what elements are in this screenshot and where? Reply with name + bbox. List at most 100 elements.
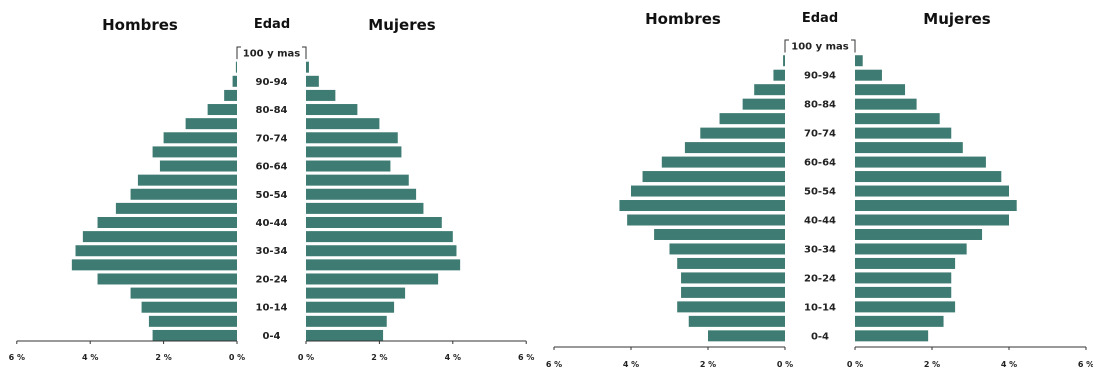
bar-hombres-80-84 bbox=[207, 104, 237, 116]
bar-hombres-35-39 bbox=[654, 228, 785, 240]
bar-mujeres-75-79 bbox=[306, 118, 380, 130]
bar-mujeres-90-94 bbox=[306, 75, 319, 87]
bar-mujeres-15-19 bbox=[306, 287, 406, 299]
bar-mujeres-70-74 bbox=[306, 132, 398, 144]
age-label: 40-44 bbox=[256, 218, 288, 229]
age-label: 30-34 bbox=[256, 246, 288, 257]
bar-hombres-15-19 bbox=[130, 287, 237, 299]
bar-mujeres-65-69 bbox=[306, 146, 402, 158]
age-label: 90-94 bbox=[804, 71, 836, 82]
x-tick-label: 0 % bbox=[229, 353, 245, 362]
bar-hombres-20-24 bbox=[97, 273, 237, 285]
bar-mujeres-0-4 bbox=[855, 330, 929, 342]
x-tick-label: 4 % bbox=[1001, 360, 1017, 369]
age-label: 60-64 bbox=[256, 162, 288, 173]
label-bracket-right bbox=[302, 46, 307, 60]
label-bracket-left bbox=[236, 46, 241, 60]
bar-mujeres-20-24 bbox=[306, 273, 439, 285]
bar-mujeres-95-99 bbox=[855, 55, 863, 67]
bar-hombres-80-84 bbox=[742, 98, 785, 110]
bar-mujeres-45-49 bbox=[855, 200, 1017, 212]
x-tick-label: 6 % bbox=[1078, 360, 1093, 369]
label-bracket-left bbox=[784, 39, 789, 53]
bar-hombres-5-9 bbox=[148, 315, 237, 327]
age-label: 50-54 bbox=[256, 190, 288, 201]
age-label: 80-84 bbox=[804, 100, 836, 111]
bar-hombres-70-74 bbox=[700, 127, 785, 139]
age-label: 50-54 bbox=[804, 187, 836, 198]
bar-hombres-90-94 bbox=[773, 69, 785, 81]
bar-mujeres-60-64 bbox=[855, 156, 986, 168]
age-label: 20-24 bbox=[256, 274, 288, 285]
bar-hombres-55-59 bbox=[642, 171, 785, 183]
bar-hombres-65-69 bbox=[684, 142, 785, 154]
bar-mujeres-5-9 bbox=[306, 315, 387, 327]
bar-hombres-70-74 bbox=[163, 132, 237, 144]
title-edad: Edad bbox=[254, 17, 290, 32]
bar-hombres-65-69 bbox=[152, 146, 237, 158]
bar-mujeres-5-9 bbox=[855, 315, 944, 327]
bar-mujeres-85-89 bbox=[306, 89, 336, 101]
bar-hombres-25-29 bbox=[677, 257, 785, 269]
bar-mujeres-30-34 bbox=[306, 245, 457, 257]
bar-mujeres-65-69 bbox=[855, 142, 963, 154]
bar-mujeres-50-54 bbox=[306, 188, 417, 200]
bar-hombres-75-79 bbox=[719, 113, 785, 125]
age-label: 10-14 bbox=[256, 303, 288, 314]
age-label: 30-34 bbox=[804, 244, 836, 255]
bar-hombres-85-89 bbox=[754, 84, 785, 96]
bar-hombres-60-64 bbox=[661, 156, 785, 168]
bar-hombres-40-44 bbox=[627, 214, 785, 226]
title-edad: Edad bbox=[802, 11, 838, 26]
x-tick-label: 4 % bbox=[623, 360, 639, 369]
label-bracket-right bbox=[851, 39, 856, 53]
bar-hombres-0-4 bbox=[708, 330, 785, 342]
x-tick-label: 0 % bbox=[847, 360, 863, 369]
title-mujeres: Mujeres bbox=[368, 16, 435, 34]
pyramid-1: Hombres Edad Mujeres 0-4 10-14 20-24 30-34 40-4… bbox=[9, 16, 535, 362]
bar-hombres-95-99 bbox=[783, 55, 785, 67]
age-label: 10-14 bbox=[804, 302, 836, 313]
bar-hombres-20-24 bbox=[681, 272, 785, 284]
bar-hombres-30-34 bbox=[75, 245, 238, 257]
bar-mujeres-15-19 bbox=[855, 286, 952, 298]
bar-hombres-45-49 bbox=[115, 202, 237, 214]
x-tick-label: 2 % bbox=[371, 353, 387, 362]
bar-mujeres-80-84 bbox=[855, 98, 917, 110]
title-hombres: Hombres bbox=[102, 16, 178, 34]
x-tick-label: 2 % bbox=[155, 353, 171, 362]
bar-mujeres-90-94 bbox=[855, 69, 882, 81]
bar-hombres-10-14 bbox=[141, 301, 237, 313]
x-tick-label: 4 % bbox=[445, 353, 461, 362]
bar-mujeres-25-29 bbox=[306, 259, 461, 271]
bar-hombres-60-64 bbox=[159, 160, 237, 172]
x-tick-label: 2 % bbox=[924, 360, 940, 369]
bar-mujeres-10-14 bbox=[306, 301, 395, 313]
x-tick-label: 4 % bbox=[82, 353, 98, 362]
age-label: 80-84 bbox=[256, 105, 288, 116]
age-label: 70-74 bbox=[804, 129, 836, 140]
bar-mujeres-70-74 bbox=[855, 127, 952, 139]
age-label: 100 y mas bbox=[243, 49, 301, 60]
bar-hombres-50-54 bbox=[130, 188, 237, 200]
bar-hombres-95-99 bbox=[235, 61, 237, 73]
x-tick-label: 2 % bbox=[700, 360, 716, 369]
x-tick-label: 0 % bbox=[298, 353, 314, 362]
bar-hombres-25-29 bbox=[71, 259, 237, 271]
bar-mujeres-40-44 bbox=[855, 214, 1009, 226]
bar-mujeres-50-54 bbox=[855, 185, 1009, 197]
age-label: 40-44 bbox=[804, 216, 836, 227]
bar-mujeres-55-59 bbox=[855, 171, 1002, 183]
x-tick-label: 0 % bbox=[777, 360, 793, 369]
age-label: 70-74 bbox=[256, 133, 288, 144]
bar-mujeres-35-39 bbox=[855, 228, 983, 240]
bar-hombres-10-14 bbox=[677, 301, 785, 313]
bar-mujeres-95-99 bbox=[306, 61, 309, 73]
bar-mujeres-85-89 bbox=[855, 84, 906, 96]
bar-mujeres-25-29 bbox=[855, 257, 956, 269]
bar-hombres-5-9 bbox=[688, 315, 785, 327]
bar-hombres-45-49 bbox=[619, 200, 785, 212]
title-mujeres: Mujeres bbox=[923, 10, 990, 28]
